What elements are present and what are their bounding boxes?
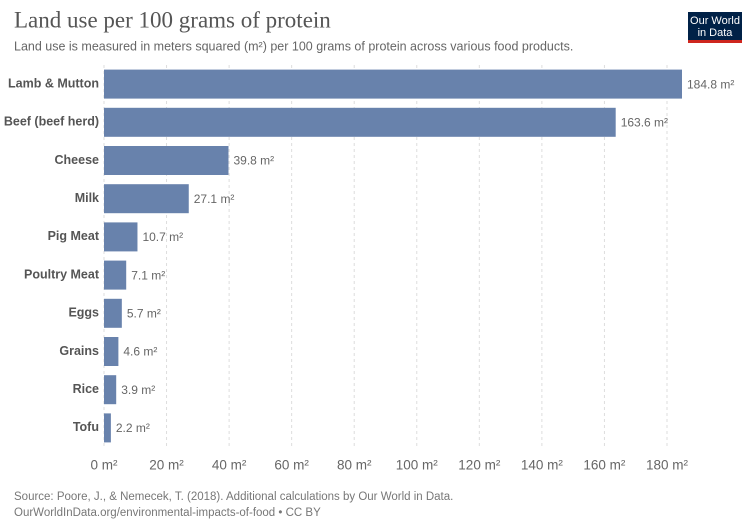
value-label: 10.7 m²: [142, 230, 183, 244]
chart-subtitle: Land use is measured in meters squared (…: [14, 39, 573, 53]
value-label: 2.2 m²: [116, 421, 150, 435]
x-tick-label: 80 m²: [337, 458, 372, 473]
category-label: Pig Meat: [48, 229, 100, 243]
x-tick-label: 100 m²: [396, 458, 439, 473]
bar: [104, 69, 682, 99]
category-label: Tofu: [73, 420, 99, 434]
bar: [104, 222, 138, 252]
bar: [104, 298, 122, 328]
value-label: 39.8 m²: [233, 154, 274, 168]
category-label: Poultry Meat: [24, 267, 100, 281]
category-label: Cheese: [55, 153, 100, 167]
logo-line: Our World: [690, 15, 740, 27]
category-label: Rice: [73, 382, 99, 396]
bar: [104, 337, 119, 366]
x-tick-label: 120 m²: [458, 458, 501, 473]
source: Source: Poore, J., & Nemecek, T. (2018).…: [14, 491, 453, 503]
value-label: 184.8 m²: [687, 77, 734, 91]
bar: [104, 260, 127, 290]
x-tick-label: 60 m²: [274, 458, 309, 473]
x-tick-label: 180 m²: [646, 458, 689, 473]
value-label: 163.6 m²: [621, 115, 668, 129]
x-tick-label: 40 m²: [212, 458, 247, 473]
category-label: Eggs: [68, 306, 99, 320]
bar: [104, 107, 616, 137]
logo-stripe: [688, 40, 742, 43]
x-tick-label: 0 m²: [91, 458, 119, 473]
source-link[interactable]: OurWorldInData.org/environmental-impacts…: [14, 507, 321, 519]
bar: [104, 146, 229, 175]
logo: Our World in Data: [688, 12, 742, 43]
x-tick-label: 160 m²: [583, 458, 626, 473]
bar: [104, 413, 111, 443]
category-label: Beef (beef herd): [4, 115, 99, 129]
bar: [104, 375, 117, 405]
logo-line: in Data: [698, 27, 734, 39]
x-tick-label: 140 m²: [521, 458, 564, 473]
category-label: Grains: [59, 344, 99, 358]
category-label: Lamb & Mutton: [8, 76, 99, 90]
value-label: 5.7 m²: [127, 306, 161, 320]
bar: [104, 184, 189, 214]
chart-title: Land use per 100 grams of protein: [14, 7, 331, 32]
value-label: 7.1 m²: [131, 268, 165, 282]
x-tick-label: 20 m²: [149, 458, 184, 473]
value-label: 4.6 m²: [123, 345, 157, 359]
value-label: 3.9 m²: [121, 383, 155, 397]
category-label: Milk: [75, 191, 99, 205]
logo-box: [688, 12, 742, 42]
value-label: 27.1 m²: [194, 192, 235, 206]
